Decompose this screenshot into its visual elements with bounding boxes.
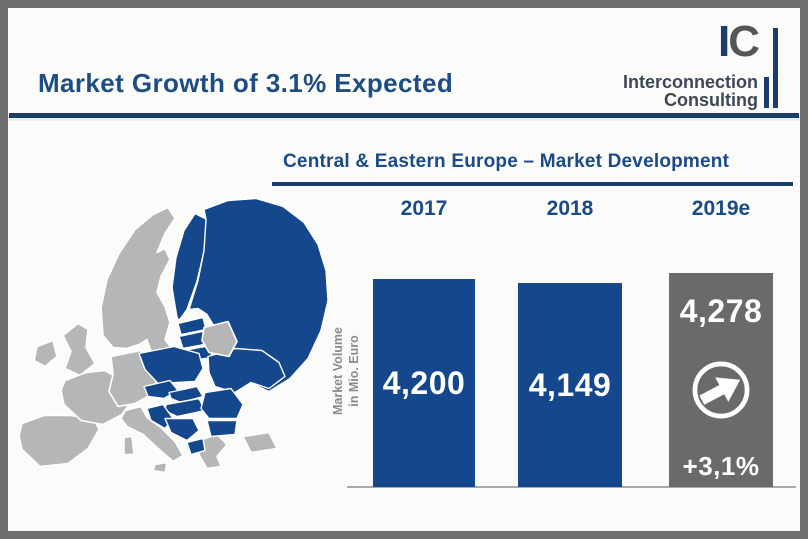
bar-2018: 4,149 [518, 283, 622, 487]
chart-title-underline [272, 182, 793, 186]
logo-monogram: IC [717, 17, 760, 66]
logo-bar-icon [773, 28, 778, 108]
y-axis-label-line2: in Mio. Euro [347, 335, 362, 407]
map-iberia [18, 414, 100, 468]
bar-2019e: 4,278 +3,1% [669, 273, 773, 487]
map-italy [120, 405, 184, 463]
bar-value-label: 4,200 [382, 365, 466, 401]
map-ukraine [207, 347, 286, 394]
logo-text-line2: Consulting [664, 90, 758, 110]
map-sardinia [123, 435, 135, 456]
map-turkey [242, 431, 278, 454]
bar-value-label: 4,278 [679, 293, 763, 329]
logo-bar-icon [764, 77, 769, 108]
title-divider [9, 113, 799, 118]
y-axis-label: Market Volume in Mio. Euro [330, 316, 364, 426]
logo-monogram-i: I [717, 17, 730, 66]
europe-map-svg [18, 197, 329, 474]
growth-arrow-icon [692, 361, 750, 419]
map-bulgaria [206, 419, 238, 438]
map-poland [138, 345, 204, 385]
logo-text-line1: Interconnection [622, 72, 758, 92]
map-romania [200, 387, 244, 420]
page-title: Market Growth of 3.1% Expected [38, 68, 454, 98]
year-label-2017: 2017 [400, 197, 448, 220]
x-axis-baseline [347, 486, 796, 488]
map-belarus [201, 320, 238, 358]
bar-2017: 4,200 [373, 279, 475, 487]
year-label-2018: 2018 [546, 197, 594, 220]
y-axis-label-line1: Market Volume [331, 327, 345, 415]
bar-value-label: 4,149 [528, 367, 612, 403]
europe-map [8, 166, 338, 484]
logo-monogram-c: C [728, 17, 760, 66]
map-sicily [152, 461, 168, 474]
map-albania-macedonia [186, 437, 206, 456]
year-label-2019e: 2019e [691, 197, 751, 220]
map-ireland [33, 339, 58, 368]
map-uk [62, 322, 96, 377]
map-bosnia-serbia [164, 417, 200, 442]
interconnection-consulting-logo: IC Interconnection Consulting [622, 20, 778, 110]
map-scandinavia [100, 206, 176, 361]
growth-label: +3,1% [682, 451, 760, 481]
map-russia [188, 197, 329, 393]
map-hungary [164, 397, 206, 418]
chart-title: Central & Eastern Europe – Market Develo… [283, 151, 730, 172]
title-divider-highlight [9, 118, 799, 121]
